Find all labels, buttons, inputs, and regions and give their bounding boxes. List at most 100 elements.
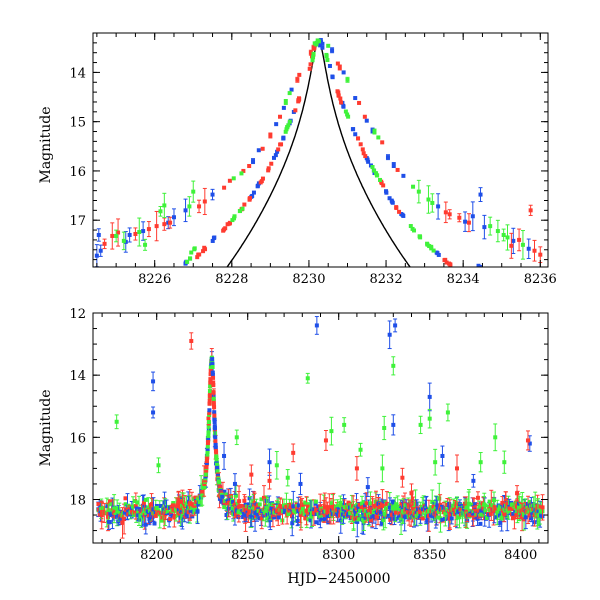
data-point-red <box>279 505 284 510</box>
data-point-red <box>213 439 218 444</box>
data-point-blue <box>399 212 404 217</box>
data-point-blue <box>435 505 440 510</box>
data-point-blue <box>220 494 225 499</box>
data-point-red <box>145 288 149 292</box>
data-point-red <box>207 394 212 399</box>
x-tick-label: 8350 <box>413 548 446 563</box>
data-point-green <box>303 500 308 505</box>
data-point-blue <box>256 148 261 153</box>
data-point-green <box>390 506 395 511</box>
data-point-blue <box>210 370 215 375</box>
y-tick-label: 17 <box>69 214 86 229</box>
data-point-blue <box>98 303 102 307</box>
data-point-red <box>238 503 243 508</box>
data-point-green <box>326 43 331 48</box>
data-point-green <box>495 229 500 234</box>
data-point-red <box>207 401 212 406</box>
data-point-red <box>160 515 165 520</box>
outlier-point-red <box>455 466 459 471</box>
data-point-green <box>430 499 435 504</box>
data-point-green <box>499 505 504 510</box>
data-point-red <box>141 501 146 506</box>
data-point-red <box>409 511 414 516</box>
data-point-green <box>203 472 208 477</box>
data-point-blue <box>249 514 254 519</box>
data-point-blue <box>473 502 478 507</box>
data-point-red <box>196 252 201 257</box>
data-point-blue <box>210 238 215 243</box>
data-point-red <box>260 176 265 181</box>
data-point-green <box>142 296 146 300</box>
data-point-red <box>247 164 252 169</box>
data-point-green <box>231 176 236 181</box>
data-point-red <box>211 380 216 385</box>
data-point-red <box>211 383 216 388</box>
data-point-green <box>325 58 330 63</box>
data-point-green <box>146 505 151 510</box>
outlier-point-blue <box>151 379 156 384</box>
data-point-red <box>205 455 210 460</box>
data-point-green <box>352 506 357 511</box>
data-point-blue <box>205 446 210 451</box>
data-point-green <box>112 300 116 304</box>
data-point-green <box>143 497 148 502</box>
data-point-green <box>144 293 148 297</box>
data-point-green <box>501 293 505 297</box>
data-point-red <box>278 114 283 119</box>
data-point-red <box>158 510 163 515</box>
data-point-green <box>372 168 377 173</box>
data-point-blue <box>142 289 146 293</box>
data-point-blue <box>344 510 349 515</box>
data-point-blue <box>313 501 318 506</box>
data-point-blue <box>228 496 233 501</box>
data-point-blue <box>196 502 201 507</box>
data-point-red <box>318 504 323 509</box>
data-point-blue <box>183 208 188 213</box>
data-point-red <box>288 505 293 510</box>
data-point-green <box>522 512 527 517</box>
data-point-red <box>237 499 242 504</box>
data-point-green <box>283 99 288 104</box>
data-point-red <box>339 100 344 105</box>
data-point-blue <box>250 193 255 198</box>
data-point-red <box>353 516 358 521</box>
data-point-green <box>338 501 343 506</box>
data-point-blue <box>335 512 340 517</box>
data-point-red <box>363 154 368 159</box>
data-point-green <box>343 109 348 114</box>
data-point-green <box>504 295 508 299</box>
data-point-red <box>528 208 533 213</box>
data-point-green <box>188 256 193 261</box>
data-point-blue <box>122 510 127 515</box>
outlier-point-green <box>274 463 279 468</box>
data-point-green <box>207 389 212 394</box>
data-point-red <box>203 478 208 483</box>
data-point-red <box>207 391 212 396</box>
data-point-green <box>171 501 176 506</box>
data-point-red <box>312 511 317 516</box>
data-point-red <box>336 90 341 95</box>
data-point-blue <box>210 362 215 367</box>
data-point-green <box>143 242 148 247</box>
x-tick-label: 8228 <box>215 272 248 287</box>
data-point-red <box>466 220 471 225</box>
outlier-point-red <box>409 491 414 496</box>
data-point-blue <box>255 183 260 188</box>
data-point-green <box>205 449 210 454</box>
data-point-green <box>477 505 482 510</box>
data-point-blue <box>141 229 146 234</box>
data-point-green <box>191 189 196 194</box>
data-point-blue <box>364 118 369 123</box>
data-point-blue <box>272 515 277 520</box>
data-point-green <box>114 233 119 238</box>
data-point-red <box>259 179 264 184</box>
data-point-red <box>503 498 508 503</box>
data-point-green <box>316 39 321 44</box>
data-point-red <box>162 222 167 227</box>
data-point-red <box>538 252 543 257</box>
data-point-green <box>506 296 510 300</box>
data-point-blue <box>273 153 278 158</box>
outlier-point-green <box>418 422 423 427</box>
data-point-green <box>443 511 448 516</box>
data-point-blue <box>494 515 499 520</box>
